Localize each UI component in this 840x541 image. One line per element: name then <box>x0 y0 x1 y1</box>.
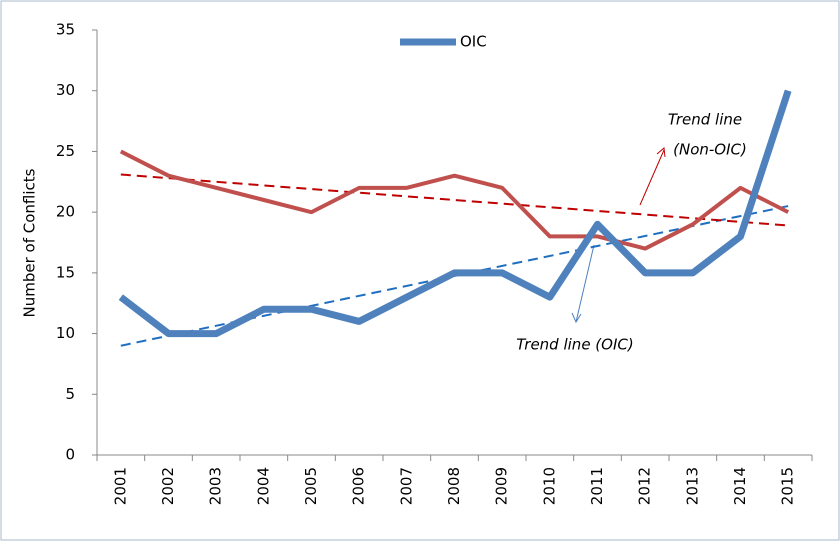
arrow <box>575 244 595 323</box>
x-tick-label: 2011 <box>588 467 606 505</box>
annotation: Trend line (OIC) <box>516 336 633 354</box>
x-tick-label: 2003 <box>207 467 225 505</box>
series-line <box>119 149 790 251</box>
arrow-head <box>656 147 666 158</box>
x-tick-label: 2005 <box>302 467 320 505</box>
annotation: (Non-OIC) <box>673 141 747 159</box>
x-tick-label: 2015 <box>779 467 797 505</box>
x-tick-label: 2009 <box>493 467 511 505</box>
x-tick-label: 2001 <box>111 467 129 505</box>
y-tick-label: 25 <box>56 142 75 160</box>
y-tick-label: 10 <box>56 324 75 342</box>
x-tick-label: 2007 <box>397 467 415 505</box>
y-tick-label: 5 <box>65 385 75 403</box>
x-tick-label: 2008 <box>445 467 463 505</box>
x-tick-label: 2002 <box>159 467 177 505</box>
y-tick-label: 35 <box>56 21 75 39</box>
y-tick-label: 0 <box>65 446 75 464</box>
y-tick-label: 15 <box>56 263 75 281</box>
y-tick-label: 20 <box>56 203 75 221</box>
arrow <box>639 149 665 206</box>
legend-label: OIC <box>460 33 487 51</box>
y-tick-label: 30 <box>56 81 75 99</box>
arrow-head <box>571 312 582 324</box>
x-tick-label: 2004 <box>254 467 272 505</box>
x-tick-label: 2014 <box>731 467 749 505</box>
annotation: Trend line <box>668 111 742 129</box>
x-tick-label: 2012 <box>636 467 654 505</box>
x-tick-label: 2006 <box>350 467 368 505</box>
y-axis-label: Number of Conflicts <box>21 168 39 317</box>
series-line <box>118 89 792 338</box>
x-tick-label: 2010 <box>540 467 558 505</box>
x-tick-label: 2013 <box>683 467 701 505</box>
